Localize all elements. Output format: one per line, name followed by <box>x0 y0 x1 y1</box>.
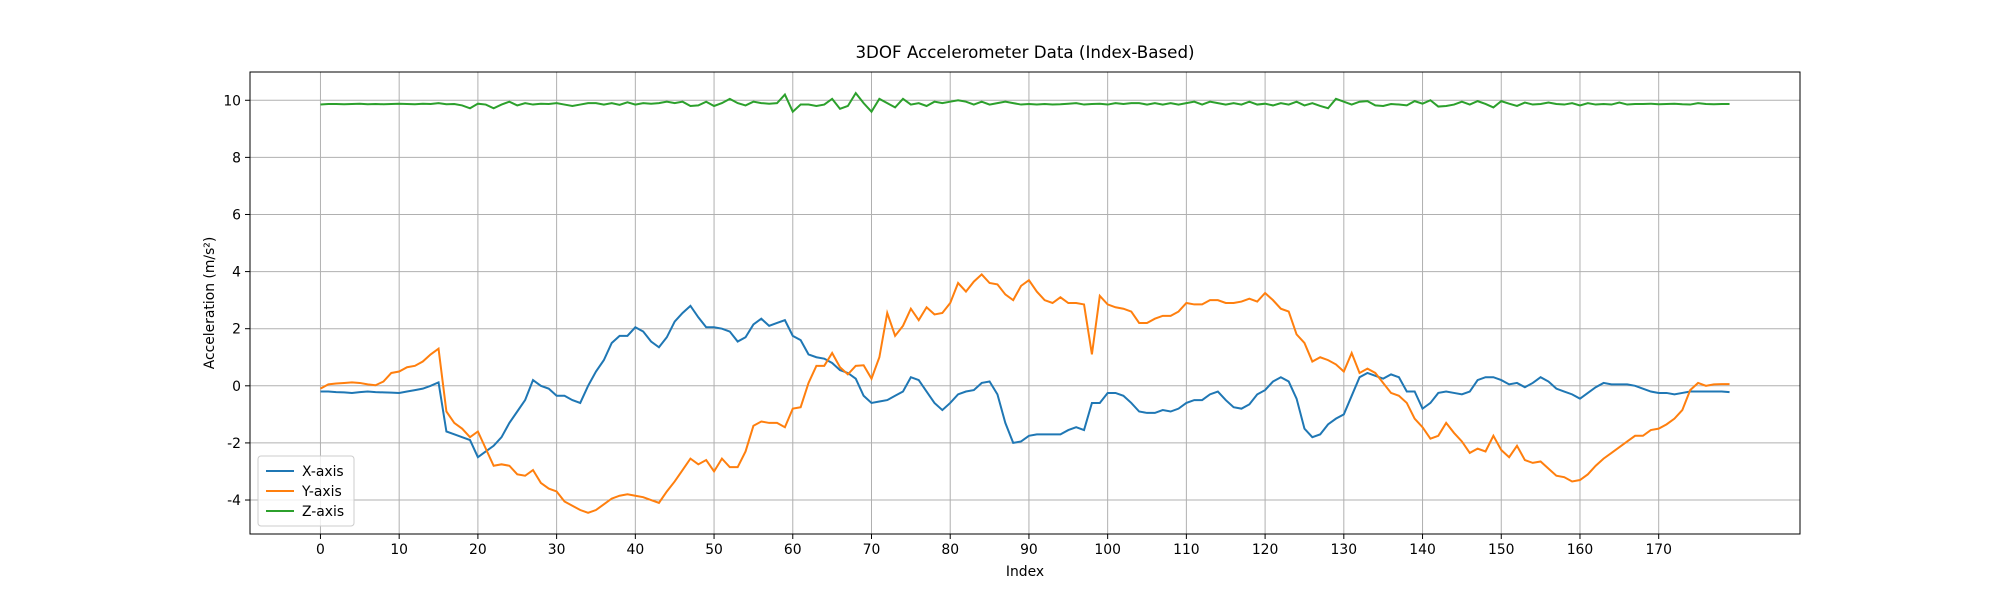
legend-label: X-axis <box>302 464 344 480</box>
legend-box <box>257 455 355 527</box>
y-tick-label: -4 <box>227 493 241 509</box>
x-tick-label: 0 <box>316 542 325 558</box>
data-line <box>319 273 1730 514</box>
x-tick-label: 150 <box>1488 542 1515 558</box>
y-tick-label: 2 <box>232 322 241 338</box>
x-axis-label: Index <box>1006 564 1044 580</box>
x-tick-label: 90 <box>1020 542 1038 558</box>
y-tick-label: 4 <box>232 265 241 281</box>
x-tick-label: 140 <box>1409 542 1436 558</box>
y-tick-label: 10 <box>223 93 241 109</box>
data-line <box>320 304 1730 459</box>
legend-label: Y-axis <box>301 484 342 500</box>
x-tick-label: 170 <box>1645 542 1672 558</box>
y-axis-label: Acceleration (m/s²) <box>202 237 218 370</box>
legend-label: Z-axis <box>302 504 344 520</box>
x-tick-label: 130 <box>1331 542 1358 558</box>
x-tick-label: 40 <box>626 542 644 558</box>
y-tick-label: 6 <box>232 207 241 223</box>
chart-title: 3DOF Accelerometer Data (Index-Based) <box>855 42 1194 62</box>
x-tick-label: 10 <box>390 542 408 558</box>
x-tick-label: 30 <box>548 542 566 558</box>
y-tick-label: 0 <box>232 379 241 395</box>
y-tick-label: 8 <box>232 150 241 166</box>
x-tick-label: 50 <box>705 542 723 558</box>
x-tick-label: 110 <box>1173 542 1200 558</box>
x-tick-label: 160 <box>1567 542 1594 558</box>
plot-frame <box>249 71 1801 535</box>
x-tick-label: 120 <box>1252 542 1279 558</box>
x-tick-label: 80 <box>941 542 959 558</box>
y-tick-label: -2 <box>227 436 241 452</box>
data-line <box>320 91 1730 114</box>
x-tick-label: 100 <box>1094 542 1121 558</box>
x-tick-label: 70 <box>863 542 881 558</box>
x-tick-label: 60 <box>784 542 802 558</box>
x-tick-label: 20 <box>469 542 487 558</box>
legend: X-axis Y-axis Z-axis <box>257 455 355 527</box>
